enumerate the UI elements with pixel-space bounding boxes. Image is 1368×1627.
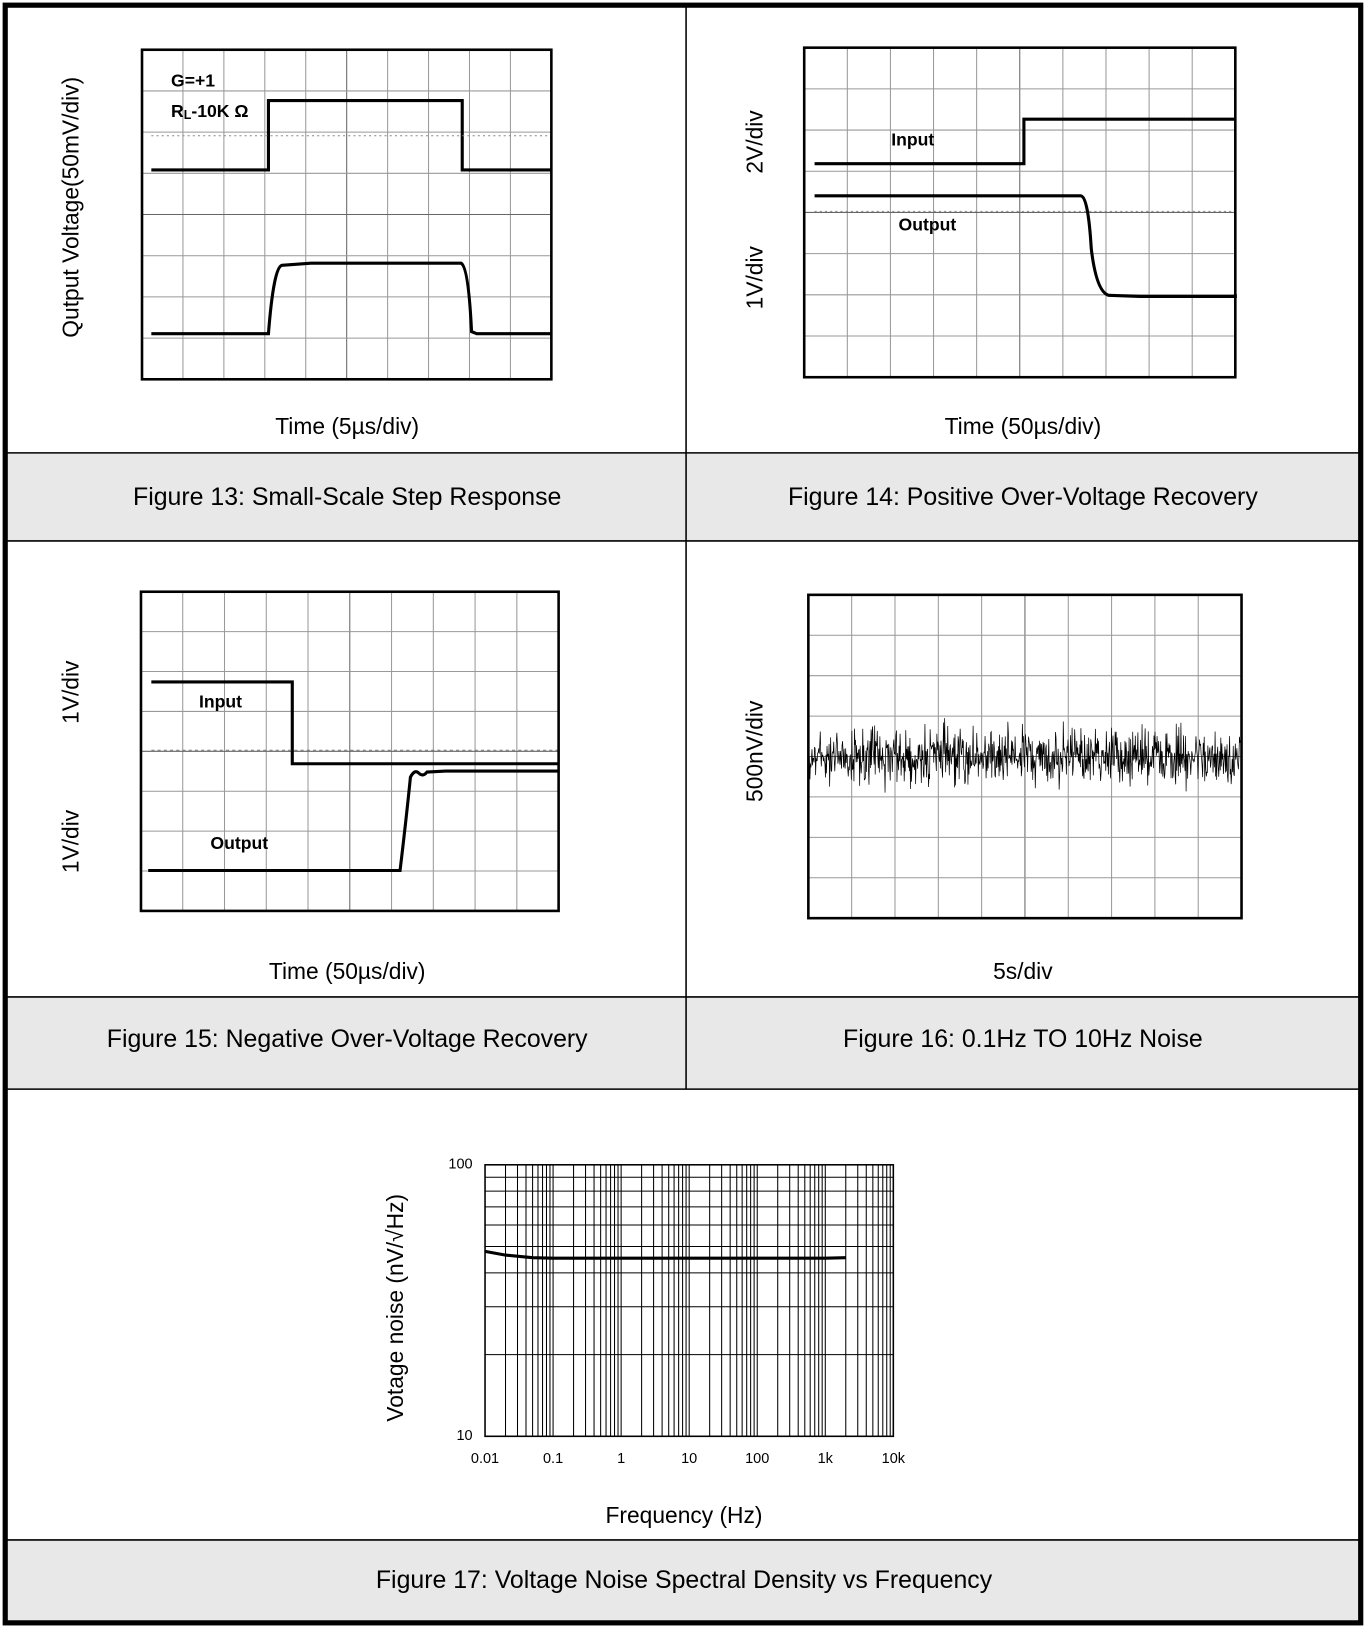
annotation: -10K Ω [191,101,248,121]
figure-caption: Figure 15: Negative Over-Voltage Recover… [107,1025,588,1053]
x-tick-label: 0.1 [543,1451,563,1467]
y-axis-label: Qutput Voltage(50mV/div) [58,77,84,338]
x-tick-label: 10k [882,1451,906,1467]
trace [815,119,1236,164]
x-axis-label: Time (50µs/div) [945,413,1102,439]
x-axis-label: 5s/div [993,958,1053,984]
y-axis-label: 2V/div [742,110,768,174]
annotation: Output [899,215,957,235]
annotation: R [171,101,184,121]
x-tick-label: 10 [681,1451,697,1467]
y-axis-label: 1V/div [742,245,768,309]
x-axis-label: Frequency (Hz) [606,1502,763,1528]
y-axis-label: 1V/div [58,660,84,724]
figure-caption: Figure 13: Small-Scale Step Response [133,483,561,511]
figure-caption: Figure 14: Positive Over-Voltage Recover… [788,483,1258,511]
scope-figure: G=+1 RL-10K Ω [142,50,551,380]
graticule [141,592,559,911]
annotation: Input [891,130,934,150]
y-axis-label: Votage noise (nV/√Hz) [382,1194,408,1422]
x-tick-label: 100 [745,1451,769,1467]
annotation: G=+1 [171,71,215,91]
trace [148,771,558,870]
datasheet-page: G=+1 RL-10K Ω Qutput Voltage(50mV/div) T… [0,0,1368,1627]
scope-figure: Input Output [141,592,559,911]
annotation: RL-10K Ω [171,101,248,123]
data-line [485,1251,846,1258]
x-tick-label: 1k [818,1451,834,1467]
y-axis-label: 1V/div [58,809,84,873]
y-tick-label: 100 [448,1157,472,1173]
x-axis-label: Time (50µs/div) [269,958,426,984]
x-tick-label: 0.01 [471,1451,499,1467]
y-tick-label: 10 [456,1428,472,1444]
x-tick-label: 1 [617,1451,625,1467]
annotation: Input [199,691,242,711]
chart: 0.01 0.1 1 10 100 1k 10k 10 100 [448,1157,905,1467]
annotation: Output [210,833,268,853]
scope-figure: Input Output [804,48,1235,378]
trace [151,263,551,333]
y-axis-label: 500nV/div [742,700,768,802]
scope-figure [808,595,1241,918]
figure-caption: Figure 16: 0.1Hz TO 10Hz Noise [843,1025,1203,1053]
x-axis-label: Time (5µs/div) [275,413,419,439]
graticule [804,48,1235,378]
figure-caption: Figure 17: Voltage Noise Spectral Densit… [376,1566,993,1594]
